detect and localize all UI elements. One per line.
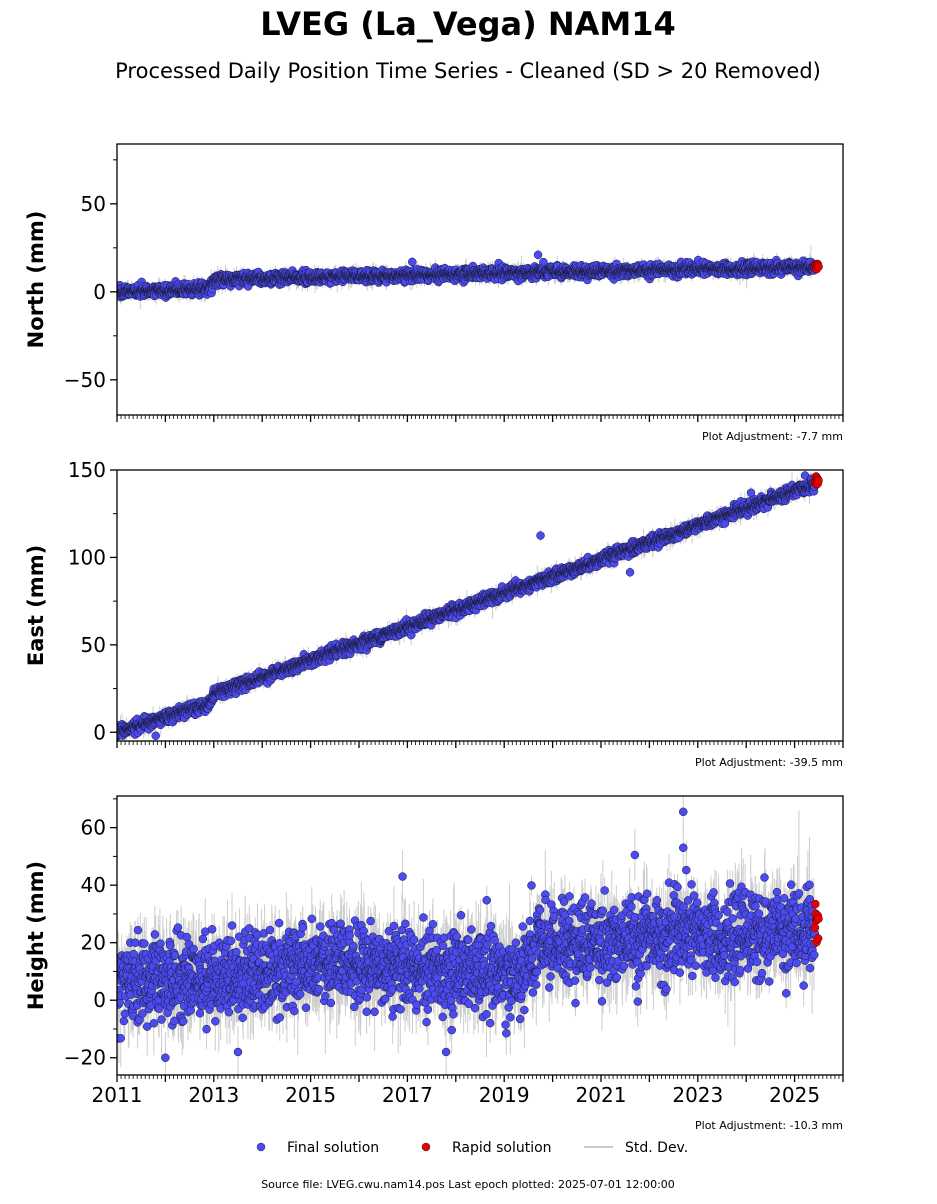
plot-area-north: [113, 245, 823, 309]
chart-subtitle: Processed Daily Position Time Series - C…: [115, 59, 821, 83]
chart-title: LVEG (La_Vega) NAM14: [260, 5, 676, 43]
